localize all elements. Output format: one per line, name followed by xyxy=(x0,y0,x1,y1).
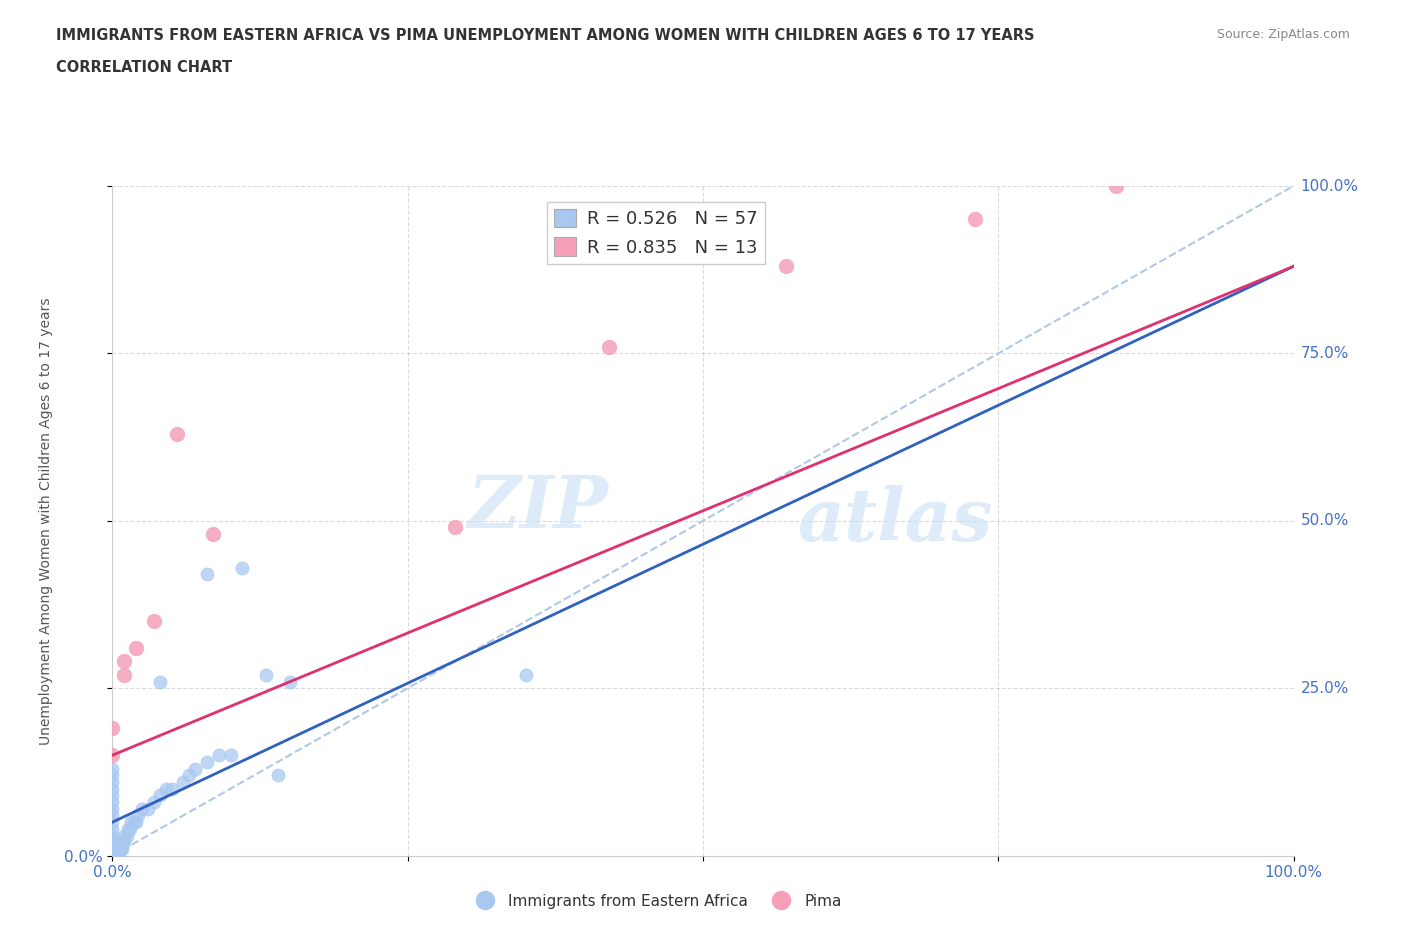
Point xyxy=(101,768,124,783)
Point xyxy=(127,808,149,823)
Point xyxy=(101,788,124,803)
Point xyxy=(195,567,218,582)
Y-axis label: Unemployment Among Women with Children Ages 6 to 17 years: Unemployment Among Women with Children A… xyxy=(39,297,53,745)
Point xyxy=(254,668,277,683)
Point xyxy=(208,748,231,763)
Point xyxy=(267,768,290,783)
Point xyxy=(963,212,986,227)
Point xyxy=(184,761,207,776)
Text: CORRELATION CHART: CORRELATION CHART xyxy=(56,60,232,75)
Point xyxy=(195,754,218,769)
Point xyxy=(103,835,125,850)
Point xyxy=(219,748,242,763)
Point xyxy=(101,828,124,843)
Point xyxy=(179,768,201,783)
Point xyxy=(101,721,124,736)
Point xyxy=(120,821,142,836)
Point xyxy=(112,835,135,850)
Text: 75.0%: 75.0% xyxy=(1301,346,1348,361)
Legend: Immigrants from Eastern Africa, Pima: Immigrants from Eastern Africa, Pima xyxy=(464,888,848,915)
Point xyxy=(103,848,125,863)
Point xyxy=(101,794,124,809)
Point xyxy=(142,794,165,809)
Point xyxy=(101,775,124,790)
Point xyxy=(107,848,129,863)
Point xyxy=(112,828,135,843)
Point xyxy=(149,674,172,689)
Point xyxy=(101,761,124,776)
Text: atlas: atlas xyxy=(797,485,993,556)
Point xyxy=(101,781,124,796)
Point xyxy=(131,802,153,817)
Point xyxy=(101,848,124,863)
Point xyxy=(172,775,194,790)
Point xyxy=(101,815,124,830)
Point xyxy=(107,842,129,857)
Point xyxy=(101,748,124,763)
Point xyxy=(101,821,124,836)
Text: 50.0%: 50.0% xyxy=(1301,513,1348,528)
Point xyxy=(120,815,142,830)
Point xyxy=(104,848,127,863)
Point xyxy=(101,842,124,857)
Point xyxy=(1105,179,1128,193)
Point xyxy=(122,815,145,830)
Point xyxy=(155,781,177,796)
Point xyxy=(112,668,135,683)
Point xyxy=(112,835,135,850)
Point xyxy=(112,654,135,669)
Point xyxy=(166,426,188,441)
Text: Source: ZipAtlas.com: Source: ZipAtlas.com xyxy=(1216,28,1350,41)
Point xyxy=(142,614,165,629)
Point xyxy=(104,842,127,857)
Point xyxy=(136,802,159,817)
Point xyxy=(775,259,797,273)
Point xyxy=(125,641,148,656)
Point xyxy=(278,674,301,689)
Point xyxy=(444,520,467,535)
Point xyxy=(515,668,537,683)
Point xyxy=(105,848,128,863)
Point xyxy=(111,835,134,850)
Point xyxy=(117,821,139,836)
Point xyxy=(115,828,138,843)
Point xyxy=(125,815,148,830)
Point xyxy=(103,842,125,857)
Point xyxy=(101,802,124,817)
Text: ZIP: ZIP xyxy=(468,472,609,543)
Point xyxy=(201,526,224,541)
Point xyxy=(110,842,132,857)
Point xyxy=(101,835,124,850)
Point xyxy=(231,560,253,575)
Point xyxy=(111,842,134,857)
Point xyxy=(101,808,124,823)
Point xyxy=(105,842,128,857)
Text: 100.0%: 100.0% xyxy=(1301,179,1358,193)
Point xyxy=(598,339,620,354)
Text: IMMIGRANTS FROM EASTERN AFRICA VS PIMA UNEMPLOYMENT AMONG WOMEN WITH CHILDREN AG: IMMIGRANTS FROM EASTERN AFRICA VS PIMA U… xyxy=(56,28,1035,43)
Point xyxy=(108,842,131,857)
Point xyxy=(105,848,128,863)
Point xyxy=(160,781,183,796)
Point xyxy=(149,788,172,803)
Text: 25.0%: 25.0% xyxy=(1301,681,1348,696)
